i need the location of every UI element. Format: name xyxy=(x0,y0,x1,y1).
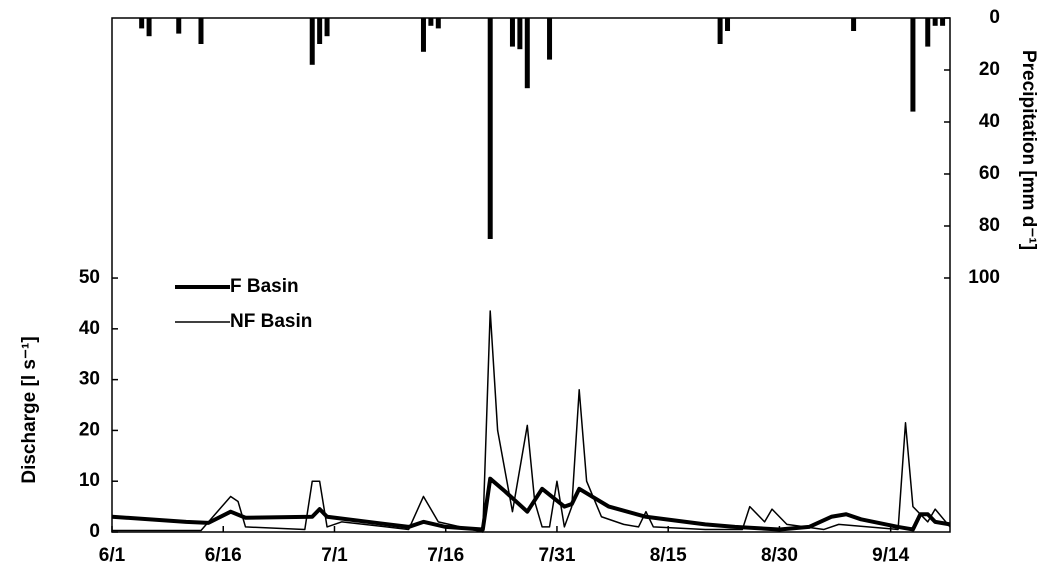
legend-label: NF Basin xyxy=(230,311,312,332)
precipitation-bar xyxy=(198,18,204,44)
precipitation-bar xyxy=(725,18,731,31)
precipitation-bar xyxy=(940,18,946,26)
precipitation-bar xyxy=(146,18,152,37)
precipitation-bar xyxy=(317,18,323,44)
y2-tick-label: 80 xyxy=(979,215,1000,236)
y-tick-label: 40 xyxy=(79,318,100,339)
x-tick-label: 6/16 xyxy=(205,545,242,566)
x-tick-label: 7/1 xyxy=(321,545,348,566)
y2-tick-label: 100 xyxy=(968,267,1000,288)
precipitation-bar xyxy=(309,18,315,65)
x-tick-label: 8/30 xyxy=(761,545,798,566)
precipitation-bar xyxy=(851,18,857,31)
x-tick-label: 6/1 xyxy=(99,545,126,566)
precipitation-bar xyxy=(547,18,553,60)
plot-frame xyxy=(111,17,951,533)
x-tick-label: 7/16 xyxy=(427,545,464,566)
y-tick-label: 30 xyxy=(79,369,100,390)
legend-label: F Basin xyxy=(230,276,299,297)
precipitation-bar xyxy=(324,18,330,37)
y2-tick-label: 40 xyxy=(979,111,1000,132)
y-tick-label: 0 xyxy=(89,521,100,542)
y2-tick-label: 60 xyxy=(979,163,1000,184)
precipitation-bar xyxy=(517,18,523,50)
precipitation-bar xyxy=(910,18,916,112)
y-axis-label: Discharge [l s⁻¹] xyxy=(19,336,40,483)
precipitation-bar xyxy=(176,18,182,34)
precipitation-bar xyxy=(524,18,530,89)
x-tick-label: 9/14 xyxy=(872,545,909,566)
x-tick-label: 7/31 xyxy=(538,545,575,566)
y-tick-label: 20 xyxy=(79,419,100,440)
y-tick-label: 10 xyxy=(79,470,100,491)
discharge-line xyxy=(111,476,951,532)
precipitation-bar xyxy=(717,18,723,44)
precipitation-bar xyxy=(932,18,938,26)
y2-axis-label: Precipitation [mm d⁻¹] xyxy=(1018,50,1039,250)
y2-tick-label: 0 xyxy=(989,7,1000,28)
precipitation-bar xyxy=(509,18,515,47)
precipitation-bar xyxy=(487,18,493,239)
precipitation-bar xyxy=(139,18,145,29)
precipitation-bar xyxy=(420,18,426,52)
y2-tick-label: 20 xyxy=(979,59,1000,80)
precipitation-bar xyxy=(925,18,931,47)
precipitation-bar xyxy=(435,18,441,29)
precipitation-bar xyxy=(428,18,434,26)
y-tick-label: 50 xyxy=(79,267,100,288)
x-tick-label: 8/15 xyxy=(650,545,687,566)
discharge-line xyxy=(112,310,951,533)
